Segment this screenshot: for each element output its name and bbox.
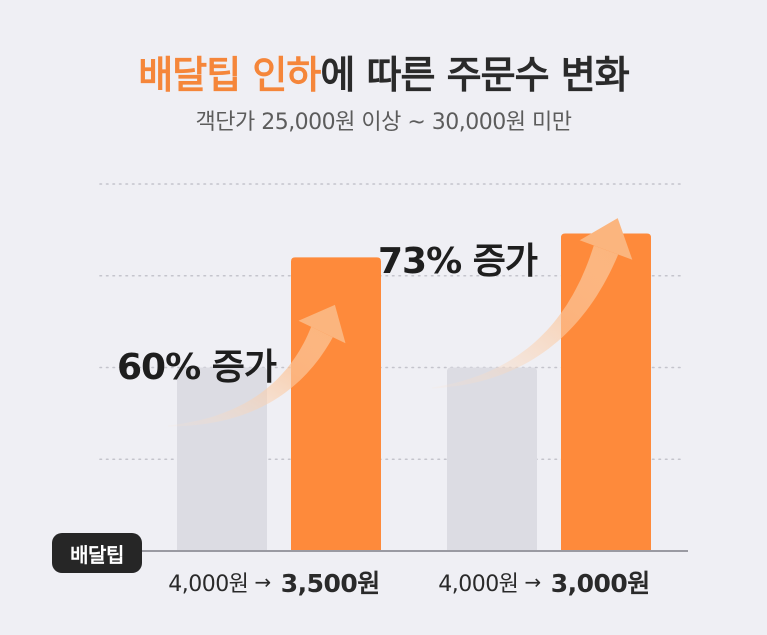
- category-from: 4,000원: [438, 572, 519, 597]
- increase-annotation-2: 73% 증가: [378, 241, 538, 282]
- increase-arrow-2-shaft: [431, 245, 619, 389]
- category-to: 3,500원: [280, 569, 381, 598]
- before-bar-2: [447, 367, 537, 551]
- category-from: 4,000원: [168, 572, 249, 597]
- after-bar-2: [561, 233, 651, 552]
- chart-subtitle: 객단가 25,000원 이상 ~ 30,000원 미만: [195, 110, 572, 135]
- increase-arrow-2-head: [579, 218, 633, 260]
- title-highlight: 배달팁 인하: [138, 53, 321, 97]
- delivery-tip-badge: 배달팁: [52, 533, 142, 573]
- before-bar-1: [177, 367, 267, 551]
- arrow-right-icon: →: [254, 570, 271, 594]
- category-label-1: 4,000원 → 3,500원: [158, 565, 390, 599]
- increase-arrow-1-shaft: [168, 326, 333, 427]
- arrow-right-icon: →: [524, 570, 541, 594]
- after-bar-1: [291, 257, 381, 551]
- category-to: 3,000원: [550, 569, 651, 598]
- increase-annotation-1: 60% 증가: [117, 347, 277, 388]
- increase-arrow-1-head: [298, 304, 346, 344]
- chart-title: 배달팁 인하에 따른 주문수 변화: [0, 44, 767, 99]
- category-label-2: 4,000원 → 3,000원: [428, 565, 660, 599]
- title-rest: 에 따른 주문수 변화: [320, 53, 629, 97]
